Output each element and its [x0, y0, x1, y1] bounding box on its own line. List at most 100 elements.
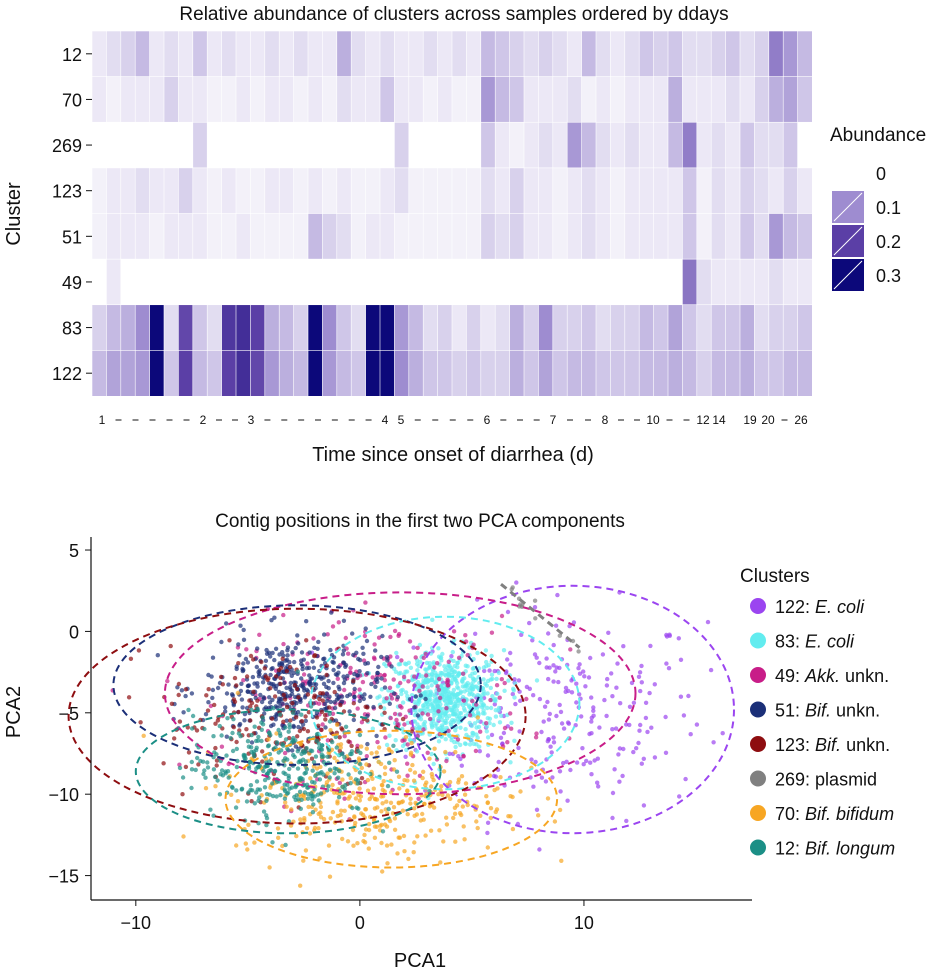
scatter-point-51	[352, 686, 357, 692]
heatmap-cell-83-29	[509, 304, 525, 351]
scatter-point-83	[445, 671, 450, 677]
scatter-point-83	[417, 708, 423, 713]
scatter-point-122	[411, 645, 416, 650]
scatter-point-83	[484, 663, 489, 669]
heatmap-x-tick-label-19: 19	[743, 413, 757, 427]
heatmap-cell-83-38	[638, 304, 655, 351]
scatter-point-49	[420, 711, 425, 716]
scatter-point-12	[295, 669, 300, 674]
heatmap-cell-49-12	[264, 258, 280, 306]
scatter-point-122	[537, 660, 542, 666]
heatmap-cell-49-34	[581, 258, 597, 306]
scatter-point-83	[509, 720, 514, 725]
scatter-point-51	[379, 676, 384, 681]
scatter-point-123	[378, 704, 383, 710]
scatter-point-122	[534, 655, 539, 660]
scatter-point-83	[469, 723, 474, 729]
scatter-point-51	[264, 651, 270, 656]
scatter-point-70	[508, 794, 513, 799]
scatter-point-123	[172, 736, 177, 741]
scatter-point-70	[498, 775, 503, 780]
heatmap-cell-122-0	[91, 350, 107, 397]
scatter-point-123	[295, 734, 300, 739]
heatmap-cell-70-4	[149, 76, 165, 123]
heatmap-cell-70-41	[682, 76, 698, 123]
scatter-point-122	[604, 713, 609, 719]
scatter-point-49	[320, 722, 325, 727]
scatter-point-122	[711, 740, 716, 745]
scatter-point-51	[287, 659, 292, 665]
scatter-point-123	[322, 712, 328, 718]
scatter-point-83	[470, 666, 476, 671]
scatter-point-70	[372, 835, 378, 840]
scatter-point-83	[382, 706, 387, 711]
scatter-point-70	[203, 786, 209, 791]
scatter-point-70	[268, 785, 273, 790]
scatter-point-12	[297, 789, 303, 794]
heatmap-cell-122-13	[278, 350, 295, 397]
scatter-point-70	[371, 786, 376, 791]
scatter-point-12	[296, 797, 301, 802]
scatter-point-122	[542, 704, 548, 709]
heatmap-cell-123-2	[120, 167, 136, 215]
scatter-point-70	[325, 771, 330, 776]
heatmap-cell-122-20	[379, 350, 395, 397]
scatter-point-12	[278, 733, 283, 738]
scatter-point-51	[257, 668, 262, 673]
scatter-point-83	[458, 689, 464, 694]
scatter-point-51	[236, 642, 241, 647]
scatter-point-51	[266, 705, 272, 710]
scatter-point-122	[539, 729, 544, 735]
scatter-point-70	[384, 799, 389, 804]
scatter-point-122	[579, 714, 584, 719]
heatmap-cell-70-1	[106, 76, 122, 123]
scatter-point-70	[452, 811, 458, 816]
heatmap-cell-12-49	[797, 30, 813, 78]
scatter-point-70	[403, 735, 409, 740]
scatter-point-122	[561, 760, 566, 766]
heatmap-cell-122-24	[437, 350, 453, 397]
scatter-point-51	[274, 712, 279, 717]
heatmap-cell-269-26	[466, 121, 482, 169]
heatmap-cell-123-6	[178, 167, 194, 215]
heatmap-x-axis-label: Time since onset of diarrhea (d)	[312, 444, 594, 466]
scatter-point-70	[298, 817, 303, 822]
scatter-point-70	[412, 806, 417, 811]
scatter-point-70	[379, 840, 384, 846]
scatter-point-123	[176, 681, 182, 687]
scatter-point-12	[354, 805, 359, 810]
scatter-point-123	[232, 699, 238, 704]
scatter-point-122	[610, 815, 615, 821]
scatter-point-123	[136, 648, 142, 653]
heatmap-cell-122-10	[235, 350, 251, 397]
scatter-point-12	[219, 768, 225, 773]
cluster-ellipse-123	[67, 607, 527, 825]
heatmap-cell-83-44	[725, 304, 741, 351]
scatter-point-83	[487, 720, 492, 726]
scatter-point-70	[431, 805, 437, 810]
scatter-point-83	[485, 735, 491, 740]
scatter-point-49	[425, 750, 430, 755]
scatter-point-51	[359, 694, 364, 699]
scatter-point-51	[296, 724, 301, 730]
scatter-point-70	[351, 790, 356, 796]
scatter-point-122	[609, 671, 614, 676]
scatter-point-70	[387, 748, 392, 753]
scatter-point-12	[249, 749, 254, 755]
scatter-point-51	[311, 665, 317, 670]
scatter-point-122	[577, 692, 582, 697]
clusters-legend-dot-3	[750, 701, 766, 718]
scatter-point-83	[462, 689, 467, 694]
scatter-point-12	[226, 775, 231, 780]
scatter-point-123	[262, 666, 267, 671]
scatter-point-49	[444, 706, 449, 711]
scatter-point-122	[589, 731, 594, 736]
heatmap-cell-83-5	[163, 304, 179, 351]
scatter-point-83	[455, 665, 460, 670]
scatter-point-123	[278, 675, 283, 681]
heatmap-x-tick-label-1: 1	[99, 413, 106, 427]
heatmap-cell-12-47	[768, 30, 784, 78]
scatter-point-12	[309, 779, 315, 785]
heatmap-cell-12-39	[653, 30, 669, 78]
heatmap-cell-269-35	[595, 121, 611, 169]
